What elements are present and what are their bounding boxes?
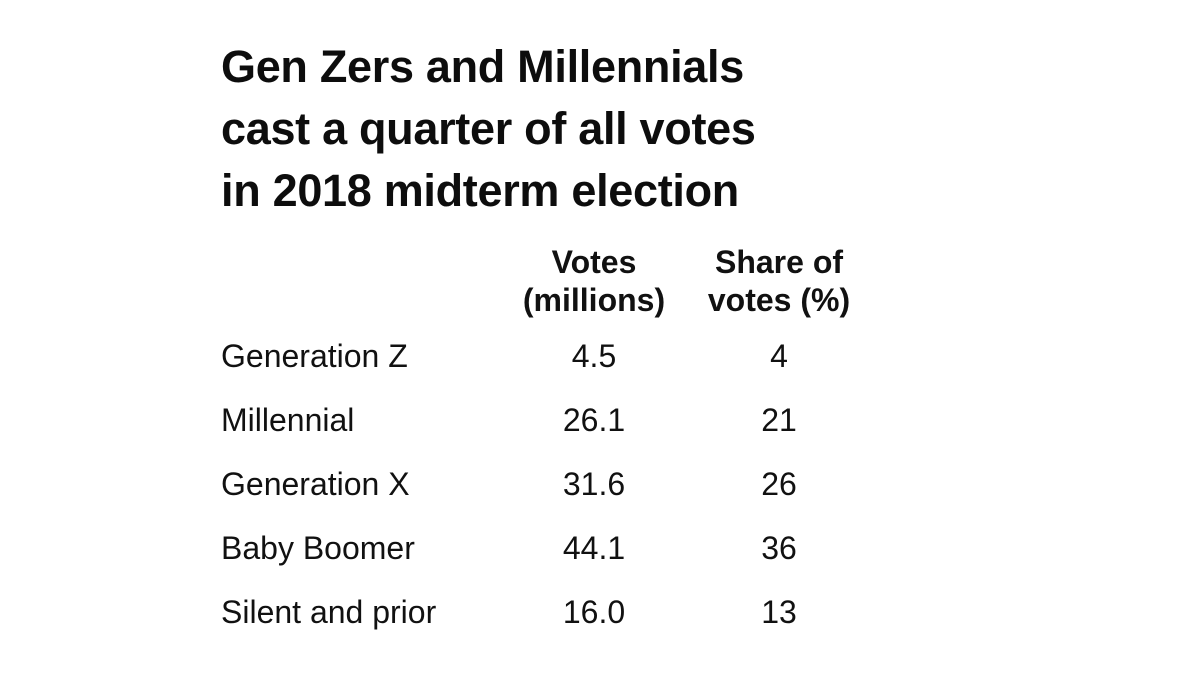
share-value: 13	[761, 594, 797, 630]
row-label: Millennial	[221, 402, 355, 438]
share-value: 21	[761, 402, 797, 438]
table-row: Generation X 31.6 26	[221, 463, 881, 527]
votes-table: Votes (millions) Share of votes (%) Gene…	[221, 243, 881, 655]
votes-value: 26.1	[562, 402, 626, 438]
chart-title-line: in 2018 midterm election	[221, 165, 739, 216]
row-label: Baby Boomer	[221, 530, 415, 566]
chart-title-line: cast a quarter of all votes	[221, 103, 756, 154]
row-label: Silent and prior	[221, 594, 437, 630]
column-header-line: (millions)	[522, 282, 666, 318]
table-header-row: Votes (millions) Share of votes (%)	[221, 243, 881, 335]
votes-value: 44.1	[562, 530, 626, 566]
row-label: Generation Z	[221, 338, 408, 374]
votes-value: 16.0	[562, 594, 626, 630]
chart-figure: Gen Zers and Millennials cast a quarter …	[221, 36, 881, 655]
share-value: 36	[761, 530, 797, 566]
share-value: 26	[761, 466, 797, 502]
column-header-votes: Votes (millions)	[511, 243, 677, 319]
column-header-share: Share of votes (%)	[701, 243, 857, 319]
row-label: Generation X	[221, 466, 410, 502]
table-row: Generation Z 4.5 4	[221, 335, 881, 399]
votes-value: 4.5	[571, 338, 617, 374]
column-header-line: Votes	[551, 244, 637, 280]
chart-title-line: Gen Zers and Millennials	[221, 41, 744, 92]
column-header-line: votes (%)	[707, 282, 851, 318]
table-row: Millennial 26.1 21	[221, 399, 881, 463]
table-row: Baby Boomer 44.1 36	[221, 527, 881, 591]
votes-value: 31.6	[562, 466, 626, 502]
share-value: 4	[770, 338, 788, 374]
table-row: Silent and prior 16.0 13	[221, 591, 881, 655]
chart-title: Gen Zers and Millennials cast a quarter …	[221, 36, 871, 222]
column-header-line: Share of	[714, 244, 844, 280]
